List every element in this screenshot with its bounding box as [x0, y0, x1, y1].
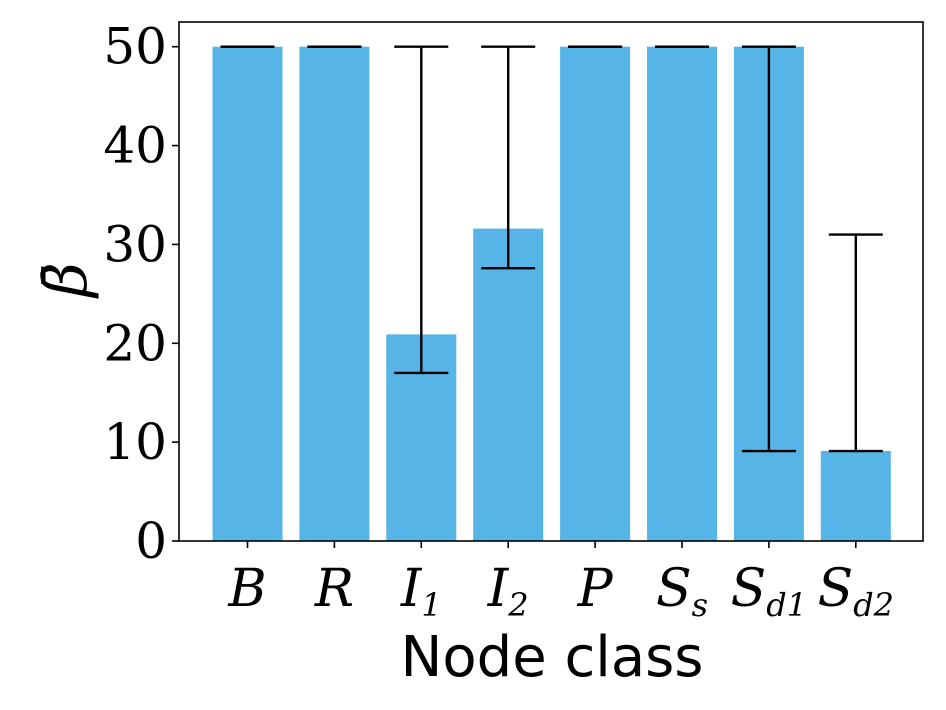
y-tick-label: 20 — [103, 314, 167, 372]
x-axis-label: Node class — [401, 625, 704, 690]
x-tick-label: Sd2 — [818, 559, 894, 624]
bar-6 — [647, 46, 717, 541]
x-tick-label: I2 — [487, 559, 529, 624]
bar-1 — [212, 46, 283, 541]
y-tick-label: 0 — [135, 512, 167, 570]
x-tick-label: Sd1 — [731, 559, 807, 624]
bar-5 — [560, 46, 631, 541]
y-axis-label: β̄ — [31, 262, 101, 299]
plot-frame — [178, 21, 924, 542]
x-tick-label: Ss — [656, 559, 708, 624]
y-tick-label: 50 — [103, 18, 167, 76]
bar-8 — [820, 451, 891, 541]
x-tick-label: I1 — [400, 559, 442, 624]
error-bars-group — [220, 45, 883, 453]
y-tick-label: 10 — [103, 413, 167, 471]
bars-group — [212, 46, 891, 541]
bar-2 — [299, 46, 370, 541]
x-tick-label: P — [577, 559, 614, 619]
x-axis-ticks: B R I1 I2 P Ss Sd1 Sd2 — [227, 541, 894, 624]
y-tick-label: 30 — [103, 215, 167, 273]
x-tick-label: R — [314, 559, 354, 619]
bar-4 — [473, 228, 544, 541]
y-tick-label: 40 — [103, 117, 167, 175]
x-tick-label: B — [227, 559, 266, 619]
y-axis-ticks: 0 10 20 30 40 50 — [103, 18, 179, 570]
